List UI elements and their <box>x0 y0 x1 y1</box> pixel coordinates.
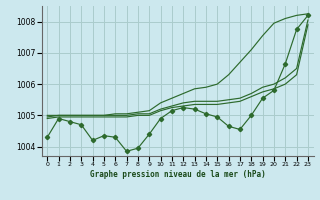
X-axis label: Graphe pression niveau de la mer (hPa): Graphe pression niveau de la mer (hPa) <box>90 170 266 179</box>
